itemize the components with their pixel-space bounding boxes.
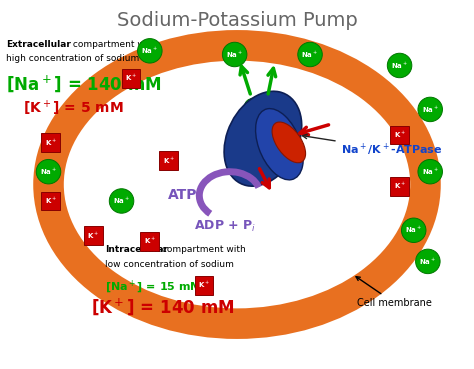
Text: K$^+$: K$^+$ [45, 137, 57, 148]
Text: K$^+$: K$^+$ [45, 196, 57, 206]
Ellipse shape [255, 108, 303, 180]
Text: K$^+$: K$^+$ [87, 231, 100, 241]
Ellipse shape [224, 91, 302, 186]
FancyBboxPatch shape [390, 126, 409, 145]
FancyBboxPatch shape [195, 276, 213, 294]
Text: Na$^+$: Na$^+$ [246, 103, 261, 112]
Text: Na$^+$: Na$^+$ [141, 46, 158, 56]
FancyBboxPatch shape [159, 151, 178, 170]
Text: Extracellular: Extracellular [6, 40, 71, 49]
Text: Na$^+$: Na$^+$ [405, 225, 422, 235]
Text: Na$^+$: Na$^+$ [391, 60, 408, 70]
Ellipse shape [418, 159, 442, 184]
Text: Na$^+$: Na$^+$ [421, 104, 439, 114]
Ellipse shape [222, 42, 247, 67]
Text: Na$^+$: Na$^+$ [246, 147, 261, 156]
Text: Na$^+$/K$^+$-ATPase: Na$^+$/K$^+$-ATPase [302, 134, 442, 158]
Ellipse shape [387, 53, 412, 78]
Text: Sodium-Potassium Pump: Sodium-Potassium Pump [117, 11, 357, 30]
Ellipse shape [137, 39, 162, 63]
Text: [Na$^+$] = 140 mM: [Na$^+$] = 140 mM [6, 73, 162, 94]
Text: Na$^+$: Na$^+$ [40, 166, 57, 177]
Text: Na$^+$: Na$^+$ [421, 166, 439, 177]
FancyBboxPatch shape [121, 69, 140, 88]
Ellipse shape [298, 42, 322, 67]
Text: [K$^+$] = 140 mM: [K$^+$] = 140 mM [91, 296, 234, 317]
FancyBboxPatch shape [41, 192, 60, 210]
Text: ATP: ATP [168, 189, 198, 203]
Ellipse shape [272, 122, 306, 163]
FancyBboxPatch shape [277, 141, 291, 155]
Text: K$^+$: K$^+$ [276, 120, 287, 128]
FancyBboxPatch shape [275, 117, 289, 131]
Text: compartment with: compartment with [70, 40, 156, 49]
Text: ADP + P$_i$: ADP + P$_i$ [194, 219, 256, 234]
FancyBboxPatch shape [390, 177, 409, 196]
Text: [Na$^+$] = 15 mM: [Na$^+$] = 15 mM [105, 278, 202, 295]
Text: low concentration of sodium: low concentration of sodium [105, 259, 234, 269]
Ellipse shape [36, 159, 61, 184]
Ellipse shape [251, 120, 270, 139]
Text: K$^+$: K$^+$ [163, 156, 175, 166]
FancyBboxPatch shape [41, 133, 60, 152]
Text: Na$^+$: Na$^+$ [419, 256, 437, 266]
Text: Na$^+$: Na$^+$ [253, 125, 268, 134]
Text: K$^+$: K$^+$ [393, 181, 406, 192]
Ellipse shape [244, 142, 263, 161]
Ellipse shape [416, 249, 440, 274]
Text: K$^+$: K$^+$ [393, 130, 406, 140]
Text: compartment with: compartment with [159, 245, 246, 254]
FancyBboxPatch shape [84, 226, 103, 245]
Text: [K$^+$] = 5 mM: [K$^+$] = 5 mM [23, 99, 123, 118]
Text: Intracellular: Intracellular [105, 245, 168, 254]
Text: K$^+$: K$^+$ [144, 236, 156, 246]
Ellipse shape [401, 218, 426, 242]
Text: Na$^+$: Na$^+$ [113, 196, 130, 206]
Text: K$^+$: K$^+$ [279, 144, 290, 152]
Text: high concentration of sodium: high concentration of sodium [6, 55, 139, 63]
Text: Na$^+$: Na$^+$ [301, 49, 319, 60]
FancyBboxPatch shape [140, 232, 159, 251]
Text: K$^+$: K$^+$ [125, 73, 137, 83]
Text: Cell membrane: Cell membrane [356, 277, 432, 308]
Text: K$^+$: K$^+$ [198, 280, 210, 290]
Ellipse shape [109, 189, 134, 213]
Text: Na$^+$: Na$^+$ [226, 49, 243, 60]
Ellipse shape [244, 98, 263, 117]
Ellipse shape [418, 97, 442, 122]
